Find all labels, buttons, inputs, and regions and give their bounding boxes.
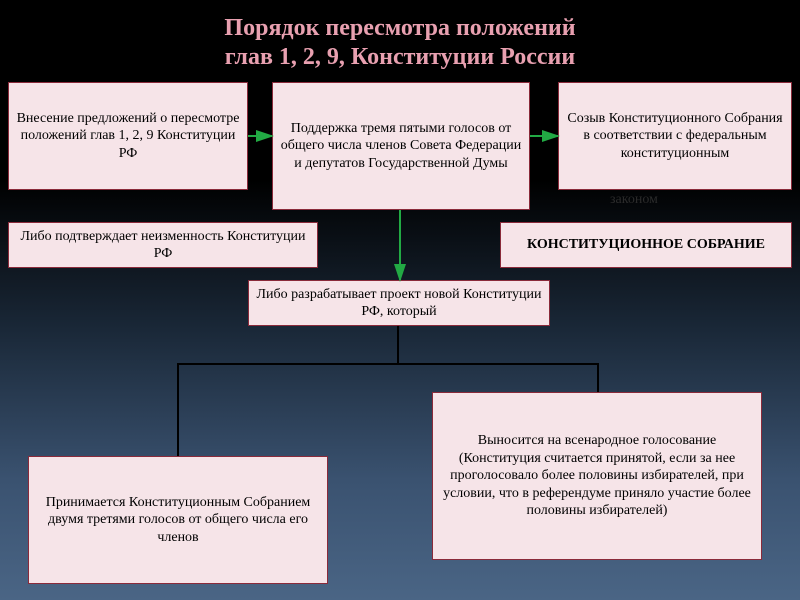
title-line1: Порядок пересмотра положений — [0, 14, 800, 43]
box-convene: Созыв Конституционного Собрания в соотве… — [558, 82, 792, 190]
box-support: Поддержка тремя пятыми голосов от общего… — [272, 82, 530, 210]
box-proposal: Внесение предложений о пересмотре положе… — [8, 82, 248, 190]
box-develop: Либо разрабатывает проект новой Конститу… — [248, 280, 550, 326]
box-adopt-assembly: Принимается Конституционным Собранием дв… — [28, 456, 328, 584]
ghost-law-word: законом — [610, 192, 658, 208]
box-assembly: КОНСТИТУЦИОННОЕ СОБРАНИЕ — [500, 222, 792, 268]
box-referendum: Выносится на всенародное голосование (Ко… — [432, 392, 762, 560]
box-confirm: Либо подтверждает неизменность Конституц… — [8, 222, 318, 268]
title-line2: глав 1, 2, 9, Конституции России — [0, 43, 800, 72]
